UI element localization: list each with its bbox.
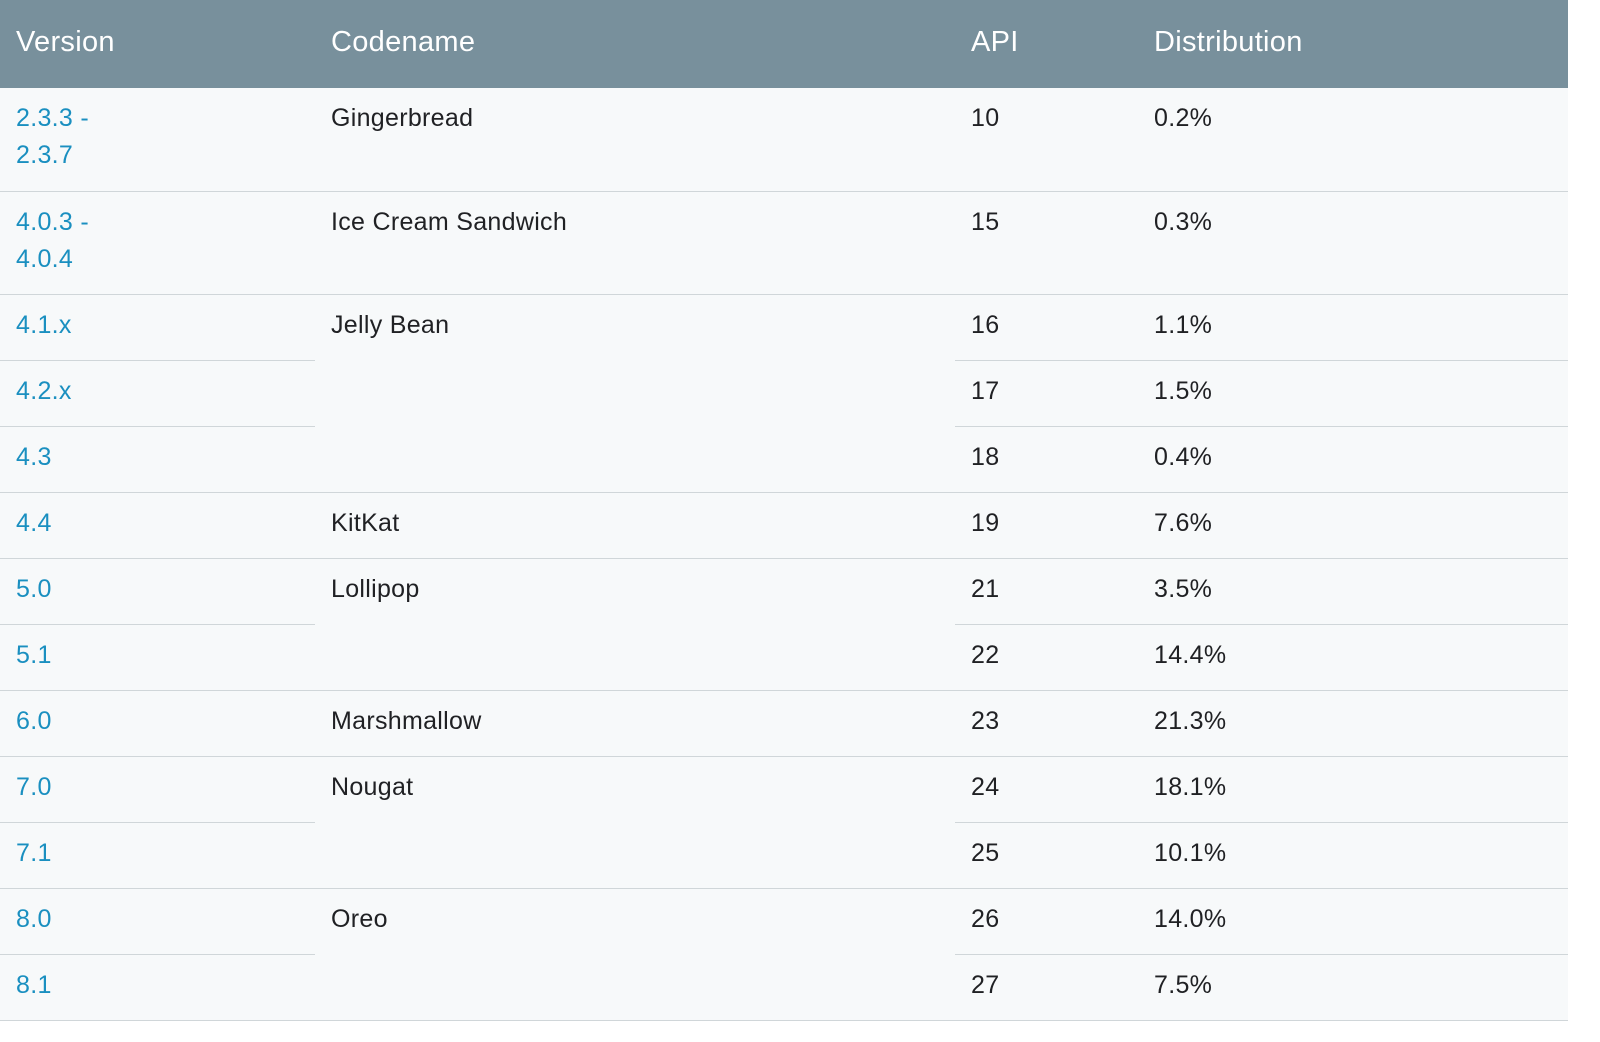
version-cell: 4.1.x <box>0 294 315 361</box>
api-cell: 24 <box>955 756 1138 823</box>
table-row: 6.0 Marshmallow 23 21.3% <box>0 690 1568 757</box>
header-version: Version <box>0 0 315 88</box>
version-link[interactable]: 4.1.x <box>16 310 72 339</box>
header-row: Version Codename API Distribution <box>0 0 1568 88</box>
codename-cell: Gingerbread <box>315 88 955 192</box>
distribution-cell: 1.5% <box>1138 360 1568 427</box>
version-link[interactable]: 5.0 <box>16 574 52 603</box>
version-cell: 7.1 <box>0 822 315 889</box>
api-cell: 17 <box>955 360 1138 427</box>
header-api: API <box>955 0 1138 88</box>
table-row: 5.0 Lollipop 21 3.5% <box>0 558 1568 691</box>
version-cell: 5.1 <box>0 624 315 691</box>
table-row: 7.1 25 10.1% <box>0 822 1568 889</box>
api-cell: 26 <box>955 888 1138 955</box>
distribution-cell: 7.6% <box>1138 492 1568 559</box>
codename-cell: Lollipop <box>315 558 955 691</box>
table-row: 4.3 18 0.4% <box>0 426 1568 493</box>
version-cell: 8.1 <box>0 954 315 1021</box>
table-row: 8.1 27 7.5% <box>0 954 1568 1021</box>
version-link[interactable]: 4.2.x <box>16 376 72 405</box>
version-link[interactable]: 6.0 <box>16 706 52 735</box>
version-cell: 4.3 <box>0 426 315 493</box>
version-link[interactable]: 8.0 <box>16 904 52 933</box>
codename-cell: Jelly Bean <box>315 294 955 493</box>
codename-cell: Marshmallow <box>315 690 955 757</box>
version-cell: 8.0 <box>0 888 315 955</box>
codename-cell: Oreo <box>315 888 955 1021</box>
api-cell: 23 <box>955 690 1138 757</box>
codename-cell: KitKat <box>315 492 955 559</box>
version-link[interactable]: 2.3.3 -2.3.7 <box>16 104 89 169</box>
table-row: 4.1.x Jelly Bean 16 1.1% <box>0 294 1568 493</box>
api-cell: 21 <box>955 558 1138 625</box>
table-row: 2.3.3 -2.3.7 Gingerbread 10 0.2% <box>0 88 1568 192</box>
table-header: Version Codename API Distribution <box>0 0 1568 88</box>
distribution-cell: 21.3% <box>1138 690 1568 757</box>
version-cell: 7.0 <box>0 756 315 823</box>
api-cell: 27 <box>955 954 1138 1021</box>
version-link[interactable]: 7.0 <box>16 772 52 801</box>
version-cell: 6.0 <box>0 690 315 757</box>
distribution-cell: 0.2% <box>1138 88 1568 192</box>
distribution-cell: 7.5% <box>1138 954 1568 1021</box>
distribution-cell: 3.5% <box>1138 558 1568 625</box>
header-codename: Codename <box>315 0 955 88</box>
distribution-cell: 18.1% <box>1138 756 1568 823</box>
version-link[interactable]: 4.3 <box>16 442 52 471</box>
table-row: 7.0 Nougat 24 18.1% <box>0 756 1568 889</box>
version-link[interactable]: 8.1 <box>16 970 52 999</box>
table-row: 4.4 KitKat 19 7.6% <box>0 492 1568 559</box>
table-body: 2.3.3 -2.3.7 Gingerbread 10 0.2% 4.0.3 -… <box>0 88 1568 1021</box>
table-row: 5.1 22 14.4% <box>0 624 1568 691</box>
distribution-cell: 14.0% <box>1138 888 1568 955</box>
codename-cell: Ice Cream Sandwich <box>315 191 955 295</box>
distribution-cell: 14.4% <box>1138 624 1568 691</box>
distribution-cell: 10.1% <box>1138 822 1568 889</box>
codename-cell: Nougat <box>315 756 955 889</box>
version-link[interactable]: 7.1 <box>16 838 52 867</box>
distribution-cell: 0.4% <box>1138 426 1568 493</box>
version-cell: 2.3.3 -2.3.7 <box>0 88 315 192</box>
version-cell: 4.4 <box>0 492 315 559</box>
version-link[interactable]: 4.0.3 -4.0.4 <box>16 207 89 273</box>
api-cell: 22 <box>955 624 1138 691</box>
version-link[interactable]: 4.4 <box>16 508 52 537</box>
api-cell: 16 <box>955 294 1138 361</box>
version-cell: 5.0 <box>0 558 315 625</box>
android-version-table: Version Codename API Distribution 2.3.3 … <box>0 0 1568 1021</box>
table-row: 4.0.3 -4.0.4 Ice Cream Sandwich 15 0.3% <box>0 191 1568 295</box>
api-cell: 10 <box>955 88 1138 192</box>
api-cell: 19 <box>955 492 1138 559</box>
table-row: 4.2.x 17 1.5% <box>0 360 1568 427</box>
table-row: 8.0 Oreo 26 14.0% <box>0 888 1568 1021</box>
api-cell: 25 <box>955 822 1138 889</box>
version-cell: 4.0.3 -4.0.4 <box>0 191 315 295</box>
version-link[interactable]: 5.1 <box>16 640 52 669</box>
header-distribution: Distribution <box>1138 0 1568 88</box>
version-cell: 4.2.x <box>0 360 315 427</box>
api-cell: 15 <box>955 191 1138 295</box>
distribution-cell: 0.3% <box>1138 191 1568 295</box>
distribution-cell: 1.1% <box>1138 294 1568 361</box>
api-cell: 18 <box>955 426 1138 493</box>
